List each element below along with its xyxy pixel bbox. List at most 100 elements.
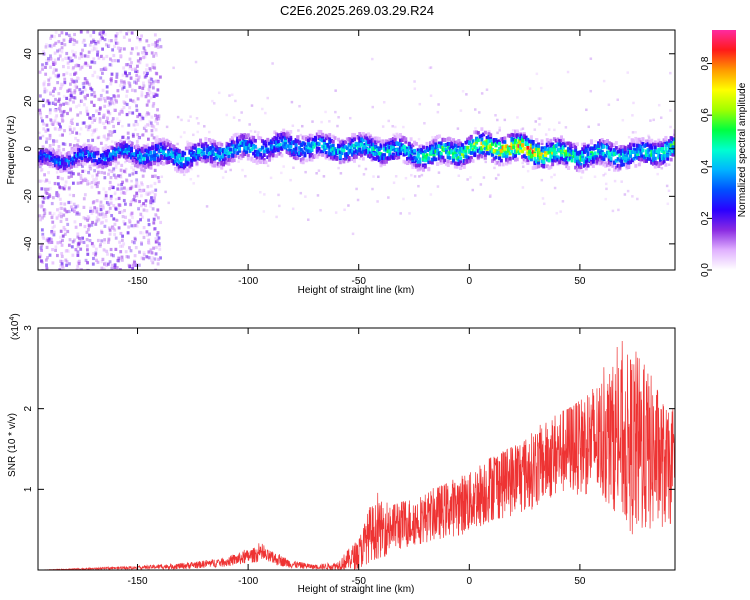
spectrogram-ridge-cell <box>305 158 309 163</box>
spectrogram-ridge-cell <box>191 143 195 148</box>
spectrogram-noise-cell <box>136 122 139 127</box>
spectrogram-noise-cell <box>627 135 631 139</box>
spectrogram-ridge-cell <box>190 158 194 163</box>
spectrogram-ridge-cell <box>540 139 544 144</box>
colorbar-tick-label: 0.6 <box>700 108 711 122</box>
spectrogram-ridge-cell <box>154 143 158 148</box>
spectrogram-noise-cell <box>138 113 142 117</box>
spectrogram-noise-cell <box>106 201 110 205</box>
spectrogram-ridge-cell <box>388 138 392 142</box>
spectrogram-ridge-cell <box>498 162 502 167</box>
spectrogram-ridge-cell <box>216 152 220 156</box>
spectrogram-ridge-cell <box>570 156 574 160</box>
spectrogram-noise-cell <box>107 172 110 176</box>
spectrogram-ridge-cell <box>211 144 215 149</box>
spectrogram-noise-cell <box>99 141 103 145</box>
spectrogram-noise-cell <box>62 73 66 77</box>
spectrogram-ridge-cell <box>586 158 590 163</box>
snr-x-ticks: -150 -100 -50 0 50 <box>128 328 586 587</box>
spectrogram-noise-cell <box>93 128 96 132</box>
spectrogram-ridge-cell <box>515 148 519 153</box>
spectrogram-ridge-cell <box>538 152 542 157</box>
spectrogram-ridge-cell <box>259 136 263 141</box>
spectrogram-noise-cell <box>67 186 71 190</box>
spectrogram-ridge-cell <box>623 147 627 152</box>
spectrogram-ridge-cell <box>103 161 107 165</box>
spectrogram-noise-cell <box>68 132 72 136</box>
spectrogram-noise-cell <box>561 200 565 203</box>
spectrogram-ridge-cell <box>540 163 544 168</box>
spectrogram-noise-cell <box>92 244 96 248</box>
spectrogram-ridge-cell <box>186 161 190 166</box>
spectrogram-noise-cell <box>133 260 137 265</box>
spectrogram-ridge-cell <box>568 156 572 161</box>
colorbar-ramp <box>712 30 736 270</box>
spectrogram-ridge-cell <box>342 142 346 147</box>
spectrogram-noise-cell <box>140 241 143 245</box>
spectrogram-noise-cell <box>38 131 41 135</box>
spectrogram-ridge-cell <box>266 155 270 160</box>
spectrogram-noise-cell <box>149 96 153 100</box>
spectrogram-noise-cell <box>45 101 48 105</box>
spectrogram-noise-cell <box>101 47 104 51</box>
spectrogram-noise-cell <box>128 72 132 76</box>
spectrogram-noise-cell <box>271 157 274 161</box>
spectrogram-ridge-cell <box>335 156 339 161</box>
spectrogram-ridge-cell <box>303 135 307 140</box>
spectrogram-noise-cell <box>474 108 477 111</box>
spectrogram-noise-cell <box>121 124 124 128</box>
spectrogram-ridge-cell <box>170 159 174 163</box>
spectrogram-ridge-cell <box>209 146 213 150</box>
spectrogram-ridge-cell <box>347 143 351 148</box>
spectrogram-noise-cell <box>97 218 101 222</box>
spectrogram-ridge-cell <box>344 140 348 144</box>
spectrogram-ridge-cell <box>673 150 675 155</box>
spectrogram-noise-cell <box>74 55 77 59</box>
spectrogram-ridge-cell <box>650 143 654 148</box>
spectrogram-ridge-cell <box>260 145 264 150</box>
spectrogram-ridge-cell <box>328 140 332 145</box>
spectrogram-noise-cell <box>43 87 47 91</box>
spectrogram-ridge-cell <box>383 153 387 157</box>
spectrogram-ridge-cell <box>423 149 427 154</box>
spectrogram-ridge-cell <box>262 141 266 145</box>
spectrogram-ridge-cell <box>114 147 118 152</box>
spectrogram-noise-cell <box>113 98 117 102</box>
spectrogram-noise-cell <box>63 43 67 47</box>
spectrogram-ridge-cell <box>563 149 567 154</box>
spectrogram-ridge-cell <box>197 142 201 147</box>
spectrogram-noise-cell <box>110 119 114 123</box>
spectrogram-noise-cell <box>41 98 45 102</box>
spectrogram-noise-cell <box>94 182 98 186</box>
spectrogram-ridge-cell <box>591 146 595 151</box>
spectrogram-ridge-cell <box>315 141 319 146</box>
spectrogram-noise-cell <box>43 173 46 177</box>
spectrogram-ridge-cell <box>618 145 622 149</box>
spectrogram-ridge-cell <box>48 155 52 160</box>
spectrogram-noise-cell <box>540 178 544 182</box>
spectrogram-ridge-cell <box>38 152 41 156</box>
spectrogram-noise-cell <box>121 135 124 140</box>
spectrogram-noise-cell <box>144 114 148 118</box>
spectrogram-ridge-cell <box>306 138 310 143</box>
spectrogram-noise-cell <box>315 172 318 175</box>
spectrogram-noise-cell <box>149 248 153 252</box>
spectrogram-noise-cell <box>46 187 50 191</box>
spectrogram-noise-cell <box>95 207 98 211</box>
spectrogram-noise-cell <box>59 82 63 86</box>
spectrogram-ridge-cell <box>590 154 594 159</box>
spectrogram-ridge-cell <box>402 148 406 153</box>
spectrogram-noise-cell <box>302 138 306 142</box>
spectrogram-noise-cell <box>95 210 99 214</box>
spectrogram-noise-cell <box>58 54 62 58</box>
spectrogram-noise-cell <box>81 178 85 182</box>
spectrogram-noise-cell <box>96 136 100 140</box>
spectrogram-ridge-cell <box>229 150 233 155</box>
spectrogram-ridge-cell <box>660 147 664 152</box>
spectrogram-ridge-cell <box>513 149 517 153</box>
spectrogram-noise-cell <box>113 129 117 134</box>
spectrogram-noise-cell <box>94 41 98 46</box>
spectrogram-ridge-cell <box>50 152 54 156</box>
spectrogram-ridge-cell <box>59 168 63 173</box>
spectrogram-ridge-cell <box>659 159 663 164</box>
